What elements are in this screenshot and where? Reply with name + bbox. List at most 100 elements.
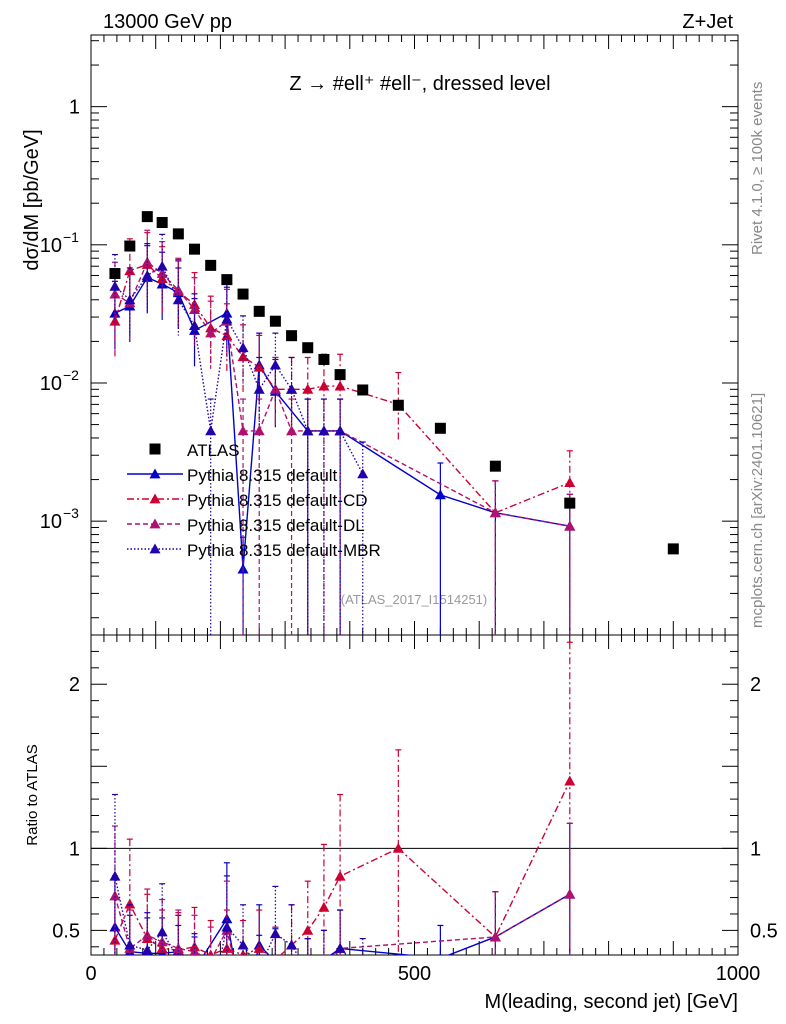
ratio-marker — [254, 963, 265, 973]
ratio-tick-label-right: 0.5 — [750, 920, 778, 942]
data-point — [564, 497, 576, 509]
ratio-marker — [189, 946, 200, 955]
series-marker — [221, 313, 233, 324]
y-tick-label: 10 — [40, 511, 62, 533]
series-marker — [302, 383, 314, 394]
ratio-plot-marks — [109, 641, 576, 1007]
data-point — [434, 422, 446, 434]
ratio-marker — [439, 952, 442, 955]
series-marker — [237, 342, 249, 353]
ratio-marker — [270, 956, 281, 966]
y-tick-label: 10 — [40, 235, 62, 257]
ratio-series-1 — [109, 641, 576, 955]
ratio-marker — [239, 949, 247, 955]
rivet-version: Rivet 4.1.0, ≥ 100k events — [749, 82, 766, 255]
ratio-series-2 — [109, 822, 576, 1001]
data-point — [237, 288, 249, 300]
data-point — [334, 369, 346, 381]
series-marker — [205, 327, 217, 338]
ratio-marker — [275, 954, 276, 955]
series-marker — [302, 425, 314, 436]
series-marker — [286, 383, 298, 394]
series-marker — [269, 359, 281, 370]
ratio-line — [114, 780, 571, 955]
ratio-marker — [237, 939, 249, 950]
legend-label: Pythia 8.315 default — [187, 466, 338, 485]
legend-label: Pythia 8.315 default-CD — [187, 491, 368, 510]
x-axis-label: M(leading, second jet) [GeV] — [485, 991, 738, 1013]
series-marker — [489, 507, 501, 518]
x-tick-label: 0 — [85, 963, 96, 985]
ratio-marker — [205, 997, 216, 1007]
legend-label: Pythia 8.315 default-MBR — [187, 541, 381, 560]
y-tick-exponent: −2 — [63, 367, 79, 383]
legend-marker — [149, 543, 161, 554]
ratio-marker — [392, 842, 404, 853]
series-marker — [434, 489, 446, 500]
series-marker — [253, 383, 265, 394]
legend-marker — [149, 518, 161, 529]
series-marker — [286, 425, 298, 436]
series-marker — [334, 425, 346, 436]
mcplots-credit: mcplots.cern.ch [arXiv:2401.10621] — [749, 393, 766, 628]
ratio-marker — [156, 926, 168, 937]
data-point — [318, 353, 330, 365]
data-point — [302, 342, 314, 354]
legend: ATLAS Pythia 8.315 default Pythia 8.315 de… — [127, 441, 381, 560]
data-point — [172, 228, 184, 240]
series-marker — [253, 425, 265, 436]
ratio-marker — [109, 870, 121, 881]
y-axis-label: dσ/dM [pb/GeV] — [21, 129, 43, 270]
ratio-marker — [302, 966, 313, 976]
ratio-marker — [124, 939, 136, 950]
process-label: Z+Jet — [682, 11, 733, 33]
series-marker — [156, 260, 168, 271]
series-marker — [357, 468, 369, 479]
series-marker — [269, 383, 281, 394]
series-marker — [141, 269, 153, 280]
ratio-marker — [564, 775, 576, 786]
data-point — [286, 330, 298, 342]
ratio-marker — [238, 991, 249, 1001]
data-point — [392, 399, 404, 411]
ratio-marker — [302, 966, 313, 976]
series-3 — [109, 233, 369, 635]
series-marker — [318, 425, 330, 436]
ratio-marker — [254, 984, 265, 994]
ratio-marker — [489, 931, 501, 942]
ratio-marker — [318, 958, 329, 968]
data-point — [109, 268, 121, 280]
data-point — [221, 274, 233, 286]
series-marker — [124, 294, 136, 305]
ratio-tick-label: 0.5 — [52, 920, 80, 942]
data-point — [489, 460, 501, 472]
ratio-marker — [564, 888, 576, 899]
series-marker — [318, 380, 330, 391]
series-marker — [205, 425, 217, 436]
energy-label: 13000 GeV pp — [103, 11, 232, 33]
ratio-marker — [221, 921, 233, 932]
series-line — [114, 265, 364, 475]
data-point — [253, 305, 265, 317]
y-tick-label: 1 — [69, 97, 80, 119]
series-marker — [564, 520, 576, 531]
ratio-marker — [189, 964, 200, 974]
series-marker — [109, 280, 121, 291]
y-tick-exponent: −3 — [63, 505, 79, 521]
series-0 — [109, 245, 576, 635]
legend-atlas-marker — [149, 443, 161, 455]
data-point — [205, 259, 217, 271]
ratio-marker — [334, 942, 346, 953]
x-tick-label: 1000 — [716, 963, 761, 985]
data-point — [189, 243, 201, 255]
series-marker — [237, 351, 249, 362]
ratio-marker — [141, 944, 153, 955]
main-plot-marks — [109, 211, 679, 635]
series-line — [114, 260, 570, 527]
legend-label: Pythia 8.315 default-DL — [187, 516, 365, 535]
x-tick-label: 500 — [398, 963, 431, 985]
ratio-marker — [269, 928, 281, 939]
analysis-id: (ATLAS_2017_I1514251) — [341, 592, 487, 607]
data-point — [141, 211, 153, 223]
